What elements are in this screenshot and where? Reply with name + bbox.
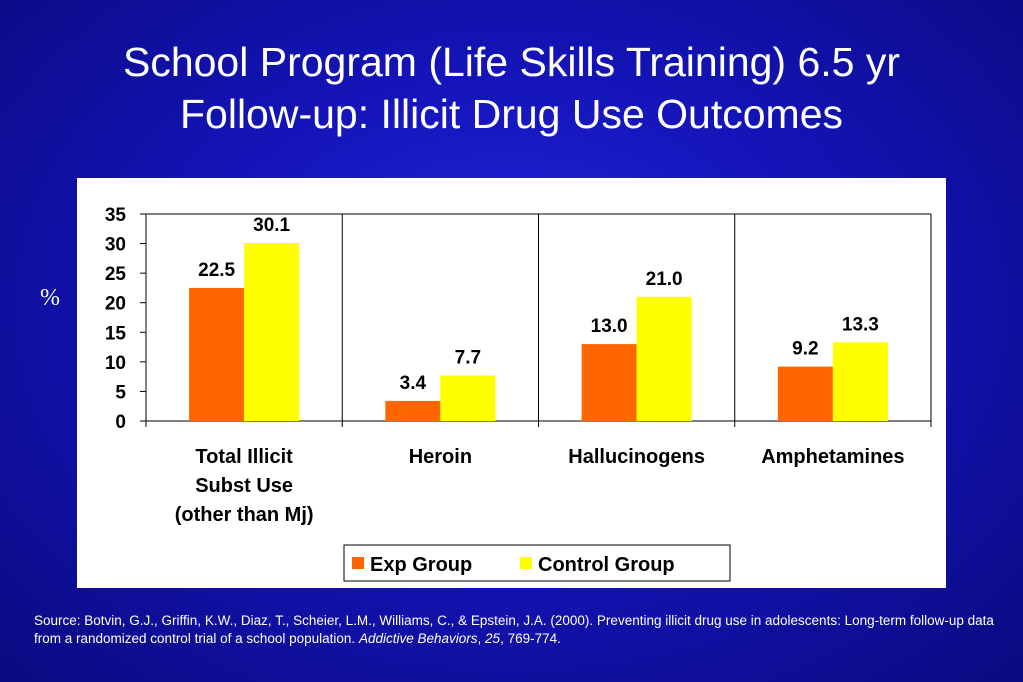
x-category-label: Hallucinogens: [568, 446, 705, 468]
data-label: 3.4: [400, 373, 427, 394]
data-label: 22.5: [198, 260, 235, 281]
slide-title: School Program (Life Skills Training) 6.…: [0, 36, 1023, 140]
bar-exp-group: [581, 344, 637, 421]
y-tick-label: 0: [115, 412, 126, 433]
source-sep: ,: [477, 631, 486, 646]
title-line-1: School Program (Life Skills Training) 6.…: [122, 39, 901, 85]
data-label: 7.7: [455, 347, 481, 368]
x-category-label: Subst Use: [195, 475, 293, 497]
legend-box: [343, 544, 731, 582]
y-tick-label: 10: [105, 353, 126, 374]
y-tick-label: 15: [105, 323, 127, 344]
bar-chart: 0 5 10 15 20 25 30 35 22.5 30.1 Total Illicit Subst…: [105, 205, 932, 582]
y-tick-label: 5: [115, 382, 126, 403]
bar-control-group: [244, 242, 300, 421]
legend-swatch: [520, 557, 532, 569]
data-label: 9.2: [792, 339, 818, 360]
y-tick-label: 25: [105, 264, 127, 285]
data-label: 13.0: [591, 316, 628, 337]
title-line-2: Follow-up: Illicit Drug Use Outcomes: [179, 91, 844, 137]
legend-label: Control Group: [538, 554, 675, 576]
bar-exp-group: [385, 400, 441, 421]
x-category-label: (other than Mj): [175, 504, 314, 526]
y-tick-label: 20: [105, 294, 126, 315]
source-journal: Addictive Behaviors: [358, 631, 478, 646]
x-category-label: Amphetamines: [761, 446, 904, 468]
legend-label: Exp Group: [370, 554, 472, 576]
y-tick-label: 30: [105, 235, 126, 256]
chart-panel: 0 5 10 15 20 25 30 35 22.5 30.1 Total Illicit Subst…: [77, 178, 946, 588]
x-category-label: Total Illicit: [195, 446, 293, 468]
bar-exp-group: [777, 366, 833, 421]
data-label: 13.3: [842, 314, 879, 335]
y-tick-label: 35: [105, 205, 127, 226]
x-category-label: Heroin: [409, 446, 472, 468]
data-label: 30.1: [253, 215, 290, 236]
y-axis-unit-label: %: [40, 285, 60, 311]
data-label: 21.0: [646, 269, 683, 290]
legend-swatch: [352, 557, 364, 569]
source-text: Source: Botvin, G.J., Griffin, K.W., Dia…: [34, 613, 994, 646]
bar-control-group: [832, 342, 888, 421]
bar-exp-group: [189, 287, 245, 421]
bar-control-group: [636, 296, 692, 421]
source-volume: 25: [485, 631, 501, 646]
source-pages: , 769-774.: [500, 631, 561, 646]
source-citation: Source: Botvin, G.J., Griffin, K.W., Dia…: [34, 612, 994, 648]
bar-control-group: [440, 375, 496, 421]
